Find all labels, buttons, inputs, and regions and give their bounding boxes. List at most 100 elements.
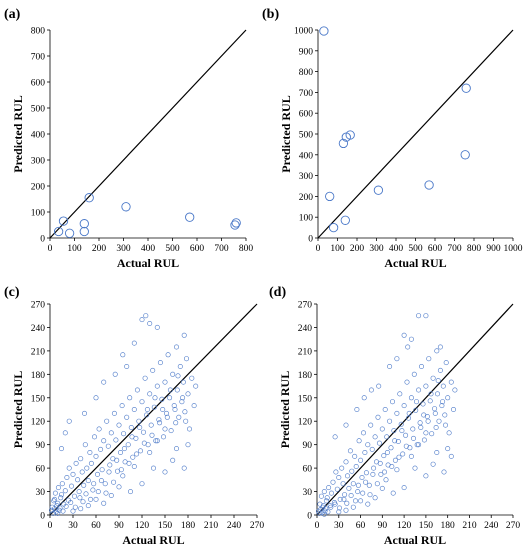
data-point: [181, 332, 187, 338]
data-point: [418, 363, 424, 369]
data-point: [185, 391, 191, 397]
data-point: [134, 451, 140, 457]
data-point: [126, 460, 132, 466]
x-tick-label: 300: [116, 244, 131, 254]
data-point: [317, 501, 323, 507]
x-tick-label: 210: [204, 521, 219, 531]
y-axis-title: Predicted RUL: [11, 371, 25, 448]
data-point: [378, 471, 384, 477]
data-point: [114, 457, 120, 463]
data-point: [187, 426, 193, 432]
data-point: [147, 449, 153, 455]
data-point: [147, 320, 153, 326]
y-tick-label: 600: [31, 79, 46, 89]
reference-line-y-equals-x: [316, 303, 514, 516]
data-point: [157, 360, 163, 366]
data-point: [170, 457, 176, 463]
y-tick-label: 900: [299, 47, 314, 57]
data-point: [421, 437, 427, 443]
data-point: [79, 469, 85, 475]
data-point: [370, 471, 376, 477]
data-point: [355, 489, 361, 495]
data-point: [101, 379, 107, 385]
x-tick-label: 800: [239, 244, 254, 254]
x-tick-label: 100: [67, 244, 82, 254]
data-point: [461, 83, 471, 93]
data-point: [395, 438, 401, 444]
x-tick-label: 90: [378, 521, 388, 531]
x-tick-label: 180: [181, 521, 196, 531]
data-point: [64, 228, 75, 238]
data-point: [403, 443, 409, 449]
x-tick-label: 500: [165, 244, 180, 254]
data-point: [371, 465, 377, 471]
y-tick-label: 150: [31, 394, 46, 404]
y-tick-label: 90: [303, 441, 313, 451]
data-point: [143, 313, 149, 319]
y-tick-label: 600: [299, 110, 314, 120]
x-tick-label: 800: [467, 244, 482, 254]
data-point: [432, 410, 438, 416]
data-point: [374, 481, 380, 487]
data-point: [130, 454, 136, 460]
data-point: [328, 222, 339, 233]
data-point: [108, 492, 114, 498]
x-tick-label: 200: [92, 244, 107, 254]
data-point: [381, 453, 387, 459]
data-point: [84, 465, 90, 471]
data-point: [410, 435, 416, 441]
y-tick-label: 0: [40, 235, 45, 245]
data-point: [88, 496, 94, 502]
data-point: [191, 403, 197, 409]
data-point: [80, 499, 86, 505]
data-point: [352, 453, 358, 459]
data-point: [167, 387, 173, 393]
data-point: [401, 485, 407, 491]
data-point: [417, 420, 423, 426]
data-point: [120, 352, 126, 358]
data-point: [389, 463, 395, 469]
data-point: [338, 138, 349, 149]
data-point: [410, 426, 416, 432]
x-tick-label: 900: [486, 244, 501, 254]
data-point: [441, 469, 447, 475]
data-point: [377, 460, 383, 466]
data-point: [127, 395, 133, 401]
data-point: [325, 191, 335, 202]
y-tick-label: 270: [31, 301, 46, 311]
data-point: [396, 454, 402, 460]
data-point: [384, 449, 390, 455]
data-point: [58, 492, 64, 498]
data-point: [183, 418, 189, 424]
data-point: [164, 410, 170, 416]
data-point: [334, 486, 340, 492]
data-point: [141, 440, 147, 446]
data-point: [142, 375, 148, 381]
data-point: [362, 449, 368, 455]
data-point: [358, 498, 364, 504]
data-point: [134, 387, 140, 393]
panel-c: (c) 0 30 60 90 120 150 180 210 240 270 0 30 60 90 120 15…: [4, 285, 264, 547]
data-point: [367, 492, 373, 498]
data-point: [157, 420, 163, 426]
data-point: [119, 403, 125, 409]
data-point: [321, 489, 327, 495]
data-point: [144, 406, 150, 412]
data-point: [400, 451, 406, 457]
data-point: [398, 421, 404, 427]
data-point: [165, 352, 171, 358]
x-tick-label: 150: [419, 521, 434, 531]
data-point: [439, 403, 445, 409]
data-point: [121, 446, 127, 452]
data-point: [448, 379, 454, 385]
data-point: [434, 391, 440, 397]
data-point: [128, 489, 134, 495]
x-tick-label: 200: [350, 244, 365, 254]
data-point: [418, 424, 424, 430]
data-point: [340, 215, 350, 225]
data-point: [416, 442, 422, 448]
y-tick-label: 0: [40, 512, 45, 522]
data-point: [376, 383, 382, 389]
data-point: [344, 500, 350, 506]
data-point: [230, 220, 240, 230]
